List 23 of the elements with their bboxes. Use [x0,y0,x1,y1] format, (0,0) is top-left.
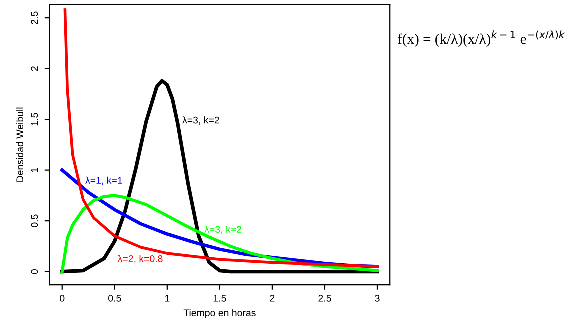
x-tick-label: 1 [165,295,170,302]
y-tick-label: 2 [31,66,38,72]
line-series [64,8,379,268]
x-axis-title: Tiempo en horas [184,309,256,318]
y-tick-label: 2.5 [31,12,38,24]
x-tick-label: 0.5 [108,295,122,302]
y-tick-label: 1 [31,168,38,172]
y-tick-label: 0.5 [31,214,38,228]
annotation: λ=1, k=1 [86,176,122,186]
annotation: λ=3, k=2 [204,226,242,234]
y-tick-label: 1.5 [31,113,38,126]
x-tick-label: 2.5 [318,295,332,302]
line-series [60,194,380,274]
x-tick-label: 3 [375,295,380,302]
line-series [60,79,380,274]
text: f(x) = (k/λ)(x/λ)$^{k−1}$ e$^{−(x/λ)k}$ [398,30,566,48]
annotation: λ=3, k=2 [182,116,220,125]
x-tick-label: 2 [270,295,275,302]
annotation: λ=2, k=0.8 [118,255,163,264]
x-tick-label: 1.5 [214,295,226,302]
y-tick-label: 0 [31,270,38,274]
y-axis-title: Densidad Weibull [16,108,24,182]
x-tick-label: 0 [60,295,65,302]
